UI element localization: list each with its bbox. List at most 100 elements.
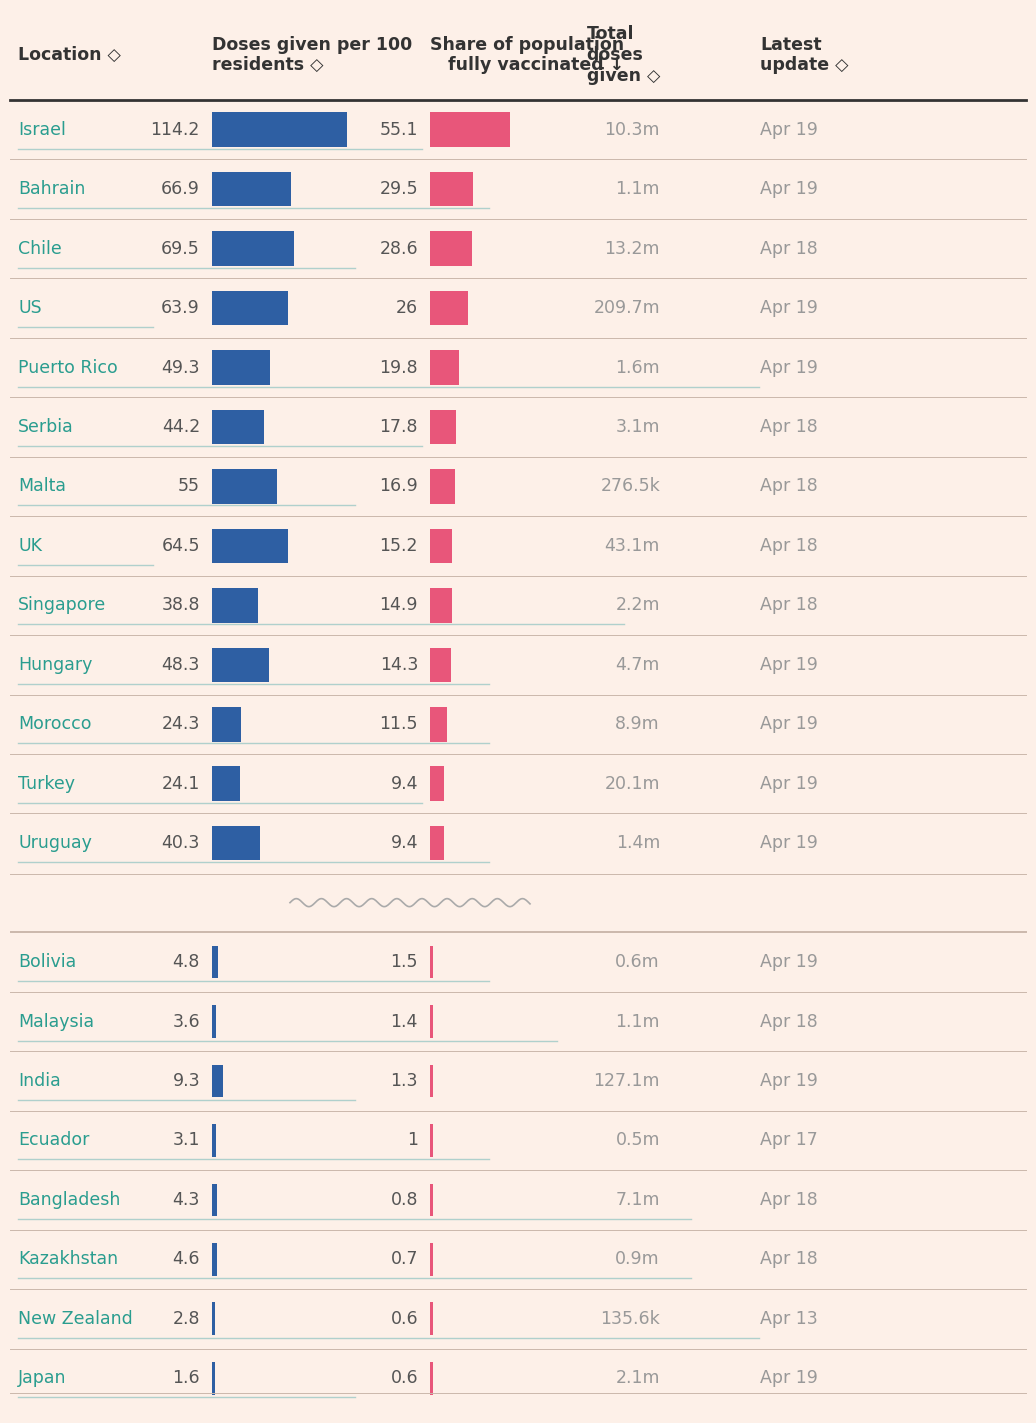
Bar [430, 767, 443, 801]
Bar [212, 1362, 214, 1395]
Text: 1.4: 1.4 [391, 1013, 418, 1030]
Text: 135.6k: 135.6k [600, 1309, 660, 1328]
Bar [430, 707, 447, 741]
Text: 44.2: 44.2 [162, 418, 200, 435]
Text: 9.4: 9.4 [391, 774, 418, 793]
Bar [212, 647, 269, 682]
Bar [212, 1302, 215, 1335]
Bar [430, 1124, 432, 1157]
Text: 20.1m: 20.1m [604, 774, 660, 793]
Bar [430, 1244, 432, 1275]
Text: 1.1m: 1.1m [615, 1013, 660, 1030]
Bar [430, 350, 459, 384]
Text: 0.5m: 0.5m [615, 1131, 660, 1150]
Text: 4.6: 4.6 [173, 1251, 200, 1268]
Text: 9.4: 9.4 [391, 834, 418, 852]
Text: Ecuador: Ecuador [18, 1131, 89, 1150]
Text: 38.8: 38.8 [162, 596, 200, 615]
Bar [430, 1362, 432, 1395]
Text: 276.5k: 276.5k [600, 478, 660, 495]
Text: 55.1: 55.1 [379, 121, 418, 138]
Bar [430, 946, 432, 979]
Text: Apr 19: Apr 19 [760, 953, 817, 970]
Text: 63.9: 63.9 [162, 299, 200, 317]
Text: Hungary: Hungary [18, 656, 92, 675]
Text: 19.8: 19.8 [379, 359, 418, 377]
Bar [212, 1005, 217, 1037]
Text: 28.6: 28.6 [379, 239, 418, 258]
Text: 69.5: 69.5 [162, 239, 200, 258]
Bar [430, 1302, 432, 1335]
Text: 0.6m: 0.6m [615, 953, 660, 970]
Bar [212, 588, 258, 623]
Text: Apr 19: Apr 19 [760, 359, 817, 377]
Text: Apr 18: Apr 18 [760, 1013, 817, 1030]
Bar [430, 1064, 432, 1097]
Text: Apr 19: Apr 19 [760, 834, 817, 852]
Text: 1.5: 1.5 [391, 953, 418, 970]
Text: Apr 17: Apr 17 [760, 1131, 817, 1150]
Text: 3.6: 3.6 [172, 1013, 200, 1030]
Text: Doses given per 100
residents ◇: Doses given per 100 residents ◇ [212, 36, 412, 74]
Text: Bahrain: Bahrain [18, 181, 85, 198]
Text: 9.3: 9.3 [172, 1072, 200, 1090]
Text: Latest
update ◇: Latest update ◇ [760, 36, 848, 74]
Text: 4.3: 4.3 [173, 1191, 200, 1210]
Text: 49.3: 49.3 [162, 359, 200, 377]
Text: New Zealand: New Zealand [18, 1309, 133, 1328]
Bar [212, 290, 288, 326]
Bar [430, 410, 456, 444]
Text: 64.5: 64.5 [162, 536, 200, 555]
Text: 2.1m: 2.1m [615, 1369, 660, 1387]
Bar [430, 290, 467, 326]
Text: Apr 19: Apr 19 [760, 1072, 817, 1090]
Text: 43.1m: 43.1m [605, 536, 660, 555]
Text: Malaysia: Malaysia [18, 1013, 94, 1030]
Text: 4.8: 4.8 [173, 953, 200, 970]
Text: 24.3: 24.3 [162, 716, 200, 733]
Text: 15.2: 15.2 [379, 536, 418, 555]
Bar [212, 1184, 218, 1217]
Text: 29.5: 29.5 [379, 181, 418, 198]
Text: Apr 19: Apr 19 [760, 656, 817, 675]
Text: Kazakhstan: Kazakhstan [18, 1251, 118, 1268]
Text: 3.1m: 3.1m [615, 418, 660, 435]
Bar [212, 825, 260, 861]
Text: Apr 19: Apr 19 [760, 121, 817, 138]
Bar [212, 112, 347, 147]
Bar [212, 350, 270, 384]
Bar [430, 647, 451, 682]
Bar [212, 707, 240, 741]
Text: 1.3: 1.3 [391, 1072, 418, 1090]
Bar [212, 410, 264, 444]
Text: Serbia: Serbia [18, 418, 74, 435]
Text: 10.3m: 10.3m [604, 121, 660, 138]
Text: 8.9m: 8.9m [615, 716, 660, 733]
Text: Apr 13: Apr 13 [760, 1309, 817, 1328]
Text: Israel: Israel [18, 121, 66, 138]
Text: Chile: Chile [18, 239, 62, 258]
Bar [212, 470, 277, 504]
Text: 209.7m: 209.7m [594, 299, 660, 317]
Text: 0.6: 0.6 [391, 1309, 418, 1328]
Bar [430, 232, 471, 266]
Text: 114.2: 114.2 [150, 121, 200, 138]
Text: 16.9: 16.9 [379, 478, 418, 495]
Text: US: US [18, 299, 41, 317]
Text: 24.1: 24.1 [162, 774, 200, 793]
Text: 4.7m: 4.7m [615, 656, 660, 675]
Text: 1.6m: 1.6m [615, 359, 660, 377]
Bar [430, 1184, 432, 1217]
Text: 14.3: 14.3 [379, 656, 418, 675]
Text: 13.2m: 13.2m [604, 239, 660, 258]
Text: Malta: Malta [18, 478, 66, 495]
Text: 1.6: 1.6 [172, 1369, 200, 1387]
Text: Japan: Japan [18, 1369, 66, 1387]
Text: India: India [18, 1072, 61, 1090]
Text: 2.8: 2.8 [173, 1309, 200, 1328]
Bar [430, 470, 455, 504]
Text: Apr 19: Apr 19 [760, 181, 817, 198]
Text: 26: 26 [396, 299, 418, 317]
Text: Puerto Rico: Puerto Rico [18, 359, 118, 377]
Bar [212, 946, 218, 979]
